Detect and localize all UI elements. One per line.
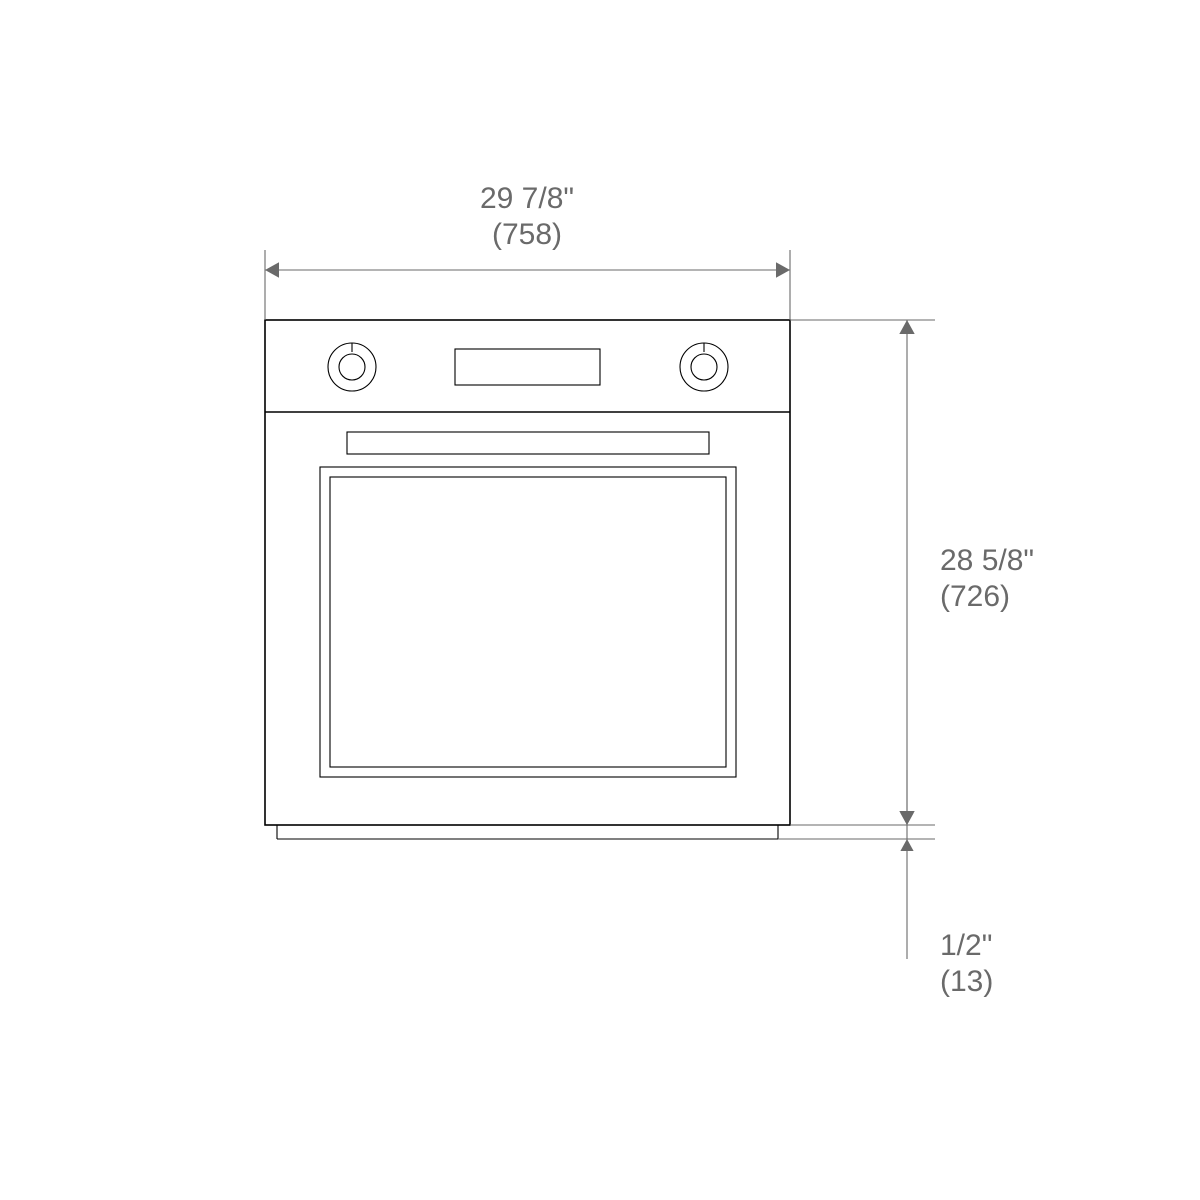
svg-text:1/2": 1/2" bbox=[940, 929, 992, 962]
svg-text:(13): (13) bbox=[940, 965, 993, 998]
svg-text:(758): (758) bbox=[492, 218, 562, 251]
oven-dimension-diagram: 29 7/8"(758) 28 5/8"(726) 1/2"(13) bbox=[0, 0, 1200, 1200]
svg-text:28 5/8": 28 5/8" bbox=[940, 544, 1034, 577]
svg-text:(726): (726) bbox=[940, 580, 1010, 613]
svg-text:29 7/8": 29 7/8" bbox=[480, 182, 574, 215]
